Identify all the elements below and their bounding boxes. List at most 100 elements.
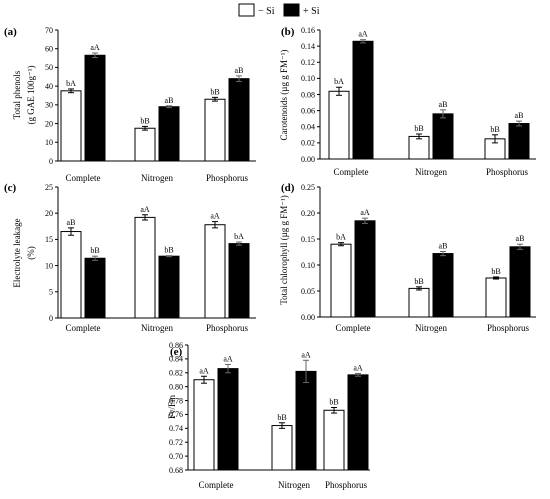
y-tick-label: 60 — [45, 45, 53, 54]
bar-significance-label: bB — [210, 87, 219, 96]
panel-c: 0 5 10 15 20 25 (c) Electrolyte leakage (%) Compl… — [4, 182, 256, 333]
legend-label-plus-si: + Si — [303, 6, 320, 17]
bar — [271, 425, 293, 471]
x-tick-label: Phosphorus — [487, 323, 530, 333]
legend-label-minus-si: − Si — [258, 6, 275, 17]
bar — [432, 113, 454, 160]
legend: − Si + Si — [238, 3, 320, 17]
x-tick-label: Nitrogen — [141, 173, 173, 183]
panel-d: 0.00 0.05 0.10 0.15 0.20 0.25 (d)Total chlorop… — [279, 182, 536, 333]
y-tick-label: 0.02 — [301, 139, 315, 148]
y-tick-label: 5 — [49, 288, 53, 297]
bar-significance-label: bA — [66, 79, 76, 88]
bar — [134, 127, 156, 162]
y-tick-label: 30 — [45, 101, 53, 110]
bar — [134, 216, 156, 319]
x-tick-label: Phosphorus — [325, 480, 368, 490]
y-tick-label: 0.72 — [169, 438, 183, 447]
bar — [352, 40, 374, 160]
y-tick-label: 15 — [45, 235, 53, 244]
y-tick-label: 0.06 — [301, 106, 315, 115]
x-tick-label: Complete — [66, 323, 101, 333]
bar-significance-label: aA — [223, 354, 233, 363]
bar-significance-label: aB — [439, 241, 448, 250]
bar — [508, 123, 530, 160]
bar — [295, 370, 317, 471]
x-tick-label: Nitrogen — [415, 167, 447, 177]
bar — [354, 220, 376, 318]
x-tick-label: Nitrogen — [278, 480, 310, 490]
y-tick-label: 0 — [49, 157, 53, 166]
bar — [84, 54, 106, 162]
y-tick-label: 0.82 — [169, 369, 183, 378]
bar-significance-label: bB — [277, 413, 286, 422]
panel-label: (d) — [281, 182, 295, 194]
y-tick-label: 0.16 — [301, 26, 315, 35]
y-tick-label: 0.80 — [169, 382, 183, 391]
bar-significance-label: bB — [414, 124, 423, 133]
x-tick-label: Nitrogen — [141, 323, 173, 333]
y-tick-label: 0 — [49, 314, 53, 323]
panel-label: (a) — [4, 26, 17, 38]
x-tick-label: Phosphorus — [486, 167, 529, 177]
panel-e: 0.68 0.70 0.72 0.74 0.76 0.78 0.80 0.82 0.84 0.86… — [167, 341, 370, 490]
bar-significance-label: aB — [165, 96, 174, 105]
panel-b: 0.00 0.02 0.04 0.06 0.08 0.10 0.12 0.14 0.16 (b) C… — [279, 26, 536, 177]
x-tick-label: Phosphorus — [206, 173, 249, 183]
y-tick-label: 0.84 — [169, 355, 183, 364]
bar-significance-label: bA — [234, 232, 244, 241]
x-tick-label: Complete — [336, 323, 371, 333]
y-axis-title: Total phenols — [12, 70, 22, 119]
y-tick-label: 0.04 — [301, 123, 315, 132]
bar-significance-label: aB — [235, 66, 244, 75]
bar — [432, 253, 454, 318]
y-tick-label: 70 — [45, 26, 53, 35]
y-axis-title: (g GAE 100g⁻¹) — [26, 66, 36, 125]
bar — [347, 374, 369, 471]
bar — [330, 243, 352, 318]
y-tick-label: 0.68 — [169, 466, 183, 475]
bar — [328, 90, 350, 160]
y-tick-label: 10 — [45, 138, 53, 147]
panel-a: 0 10 20 30 40 50 60 70 (a) Total phenols (g GAE 10… — [4, 26, 256, 183]
y-tick-label: 0.00 — [301, 155, 315, 164]
y-tick-label: 0.08 — [301, 90, 315, 99]
bar-significance-label: aA — [358, 30, 368, 39]
x-tick-label: Complete — [66, 173, 101, 183]
bar-significance-label: aA — [140, 205, 150, 214]
bar-significance-label: aA — [210, 212, 220, 221]
bar-significance-label: bB — [490, 125, 499, 134]
legend-swatch-plus-si — [283, 3, 300, 17]
y-tick-label: 0.25 — [301, 183, 315, 192]
bar-significance-label: bB — [414, 277, 423, 286]
bar — [509, 246, 531, 318]
bar-significance-label: bB — [491, 267, 500, 276]
y-axis-title: (%) — [26, 246, 36, 260]
x-tick-label: Complete — [334, 167, 369, 177]
bar-significance-label: bA — [334, 77, 344, 86]
y-tick-label: 0.15 — [301, 235, 315, 244]
bar — [60, 90, 82, 162]
panel-label: (b) — [281, 26, 295, 38]
x-tick-label: Phosphorus — [206, 323, 249, 333]
bar-significance-label: aB — [515, 111, 524, 120]
legend-swatch-minus-si — [238, 3, 255, 17]
bar — [158, 255, 180, 319]
x-tick-label: Nitrogen — [415, 323, 447, 333]
bar-significance-label: aA — [90, 43, 100, 52]
y-tick-label: 25 — [45, 183, 53, 192]
panel-label: (e) — [170, 346, 183, 358]
y-tick-label: 40 — [45, 82, 53, 91]
y-tick-label: 20 — [45, 119, 53, 128]
y-axis-title: Fv/Fm — [167, 395, 177, 419]
y-axis-title: Electrolyte leakage — [12, 218, 22, 287]
y-tick-label: 20 — [45, 209, 53, 218]
y-tick-label: 0.74 — [169, 424, 183, 433]
y-tick-label: 50 — [45, 63, 53, 72]
y-tick-label: 0.70 — [169, 452, 183, 461]
bar — [228, 78, 250, 162]
y-tick-label: 0.78 — [169, 396, 183, 405]
bar-significance-label: bB — [329, 398, 338, 407]
bar — [60, 231, 82, 319]
